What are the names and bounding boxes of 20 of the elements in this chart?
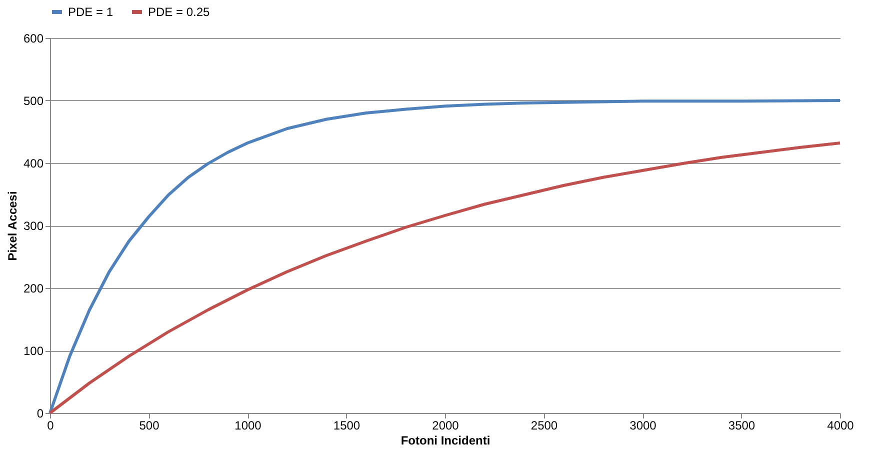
x-tick-label: 2000 (432, 418, 460, 432)
x-tick-label: 1500 (333, 418, 360, 432)
x-tick-label: 0 (47, 418, 54, 432)
y-tick-label: 600 (23, 32, 44, 46)
y-axis-title: Pixel Accesi (5, 191, 20, 261)
y-tick-label: 400 (23, 156, 44, 170)
legend-label: PDE = 0.25 (148, 5, 210, 19)
y-tick-label: 100 (23, 344, 44, 358)
y-tick-label: 200 (23, 282, 44, 296)
y-tick-label: 300 (23, 219, 44, 233)
y-tick-label: 0 (36, 406, 44, 420)
x-tick-label: 3000 (630, 418, 657, 432)
x-tick-label: 1000 (234, 418, 262, 432)
legend-label: PDE = 1 (68, 5, 114, 19)
x-tick-label: 4000 (827, 418, 854, 432)
y-tick-label: 500 (23, 94, 44, 108)
x-axis-title: Fotoni Incidenti (400, 434, 490, 448)
x-tick-label: 2500 (530, 418, 558, 432)
x-tick-label: 3500 (728, 418, 756, 432)
x-tick-label: 500 (139, 418, 160, 432)
